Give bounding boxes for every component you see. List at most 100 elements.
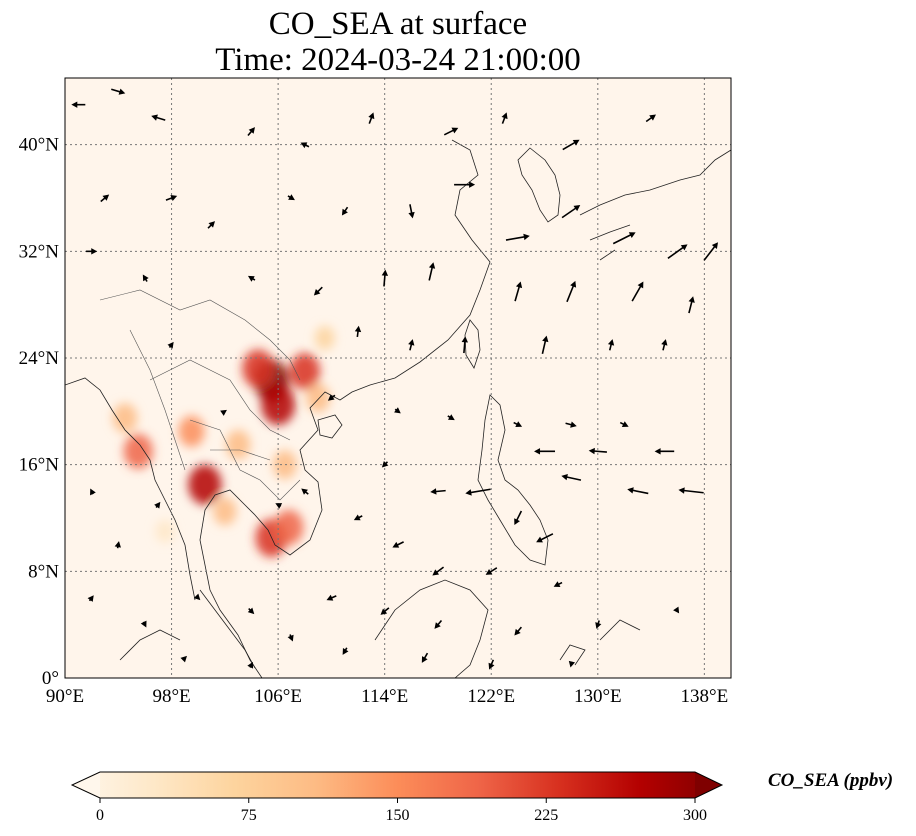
latitude-tick-labels: 0° 8°N 16°N 24°N 32°N 40°N bbox=[19, 135, 60, 689]
wind-arrow bbox=[142, 274, 149, 282]
wind-arrow bbox=[565, 421, 577, 428]
colorbar-ticks: 0 75 150 225 300 bbox=[96, 798, 707, 824]
colorbar-tick-label: 225 bbox=[534, 807, 558, 824]
coastlines bbox=[65, 139, 731, 678]
lat-tick-label: 0° bbox=[42, 668, 59, 689]
co-hotspot-14 bbox=[314, 326, 335, 350]
coastline-korea bbox=[517, 147, 561, 223]
co-hotspot-11 bbox=[272, 450, 297, 480]
lat-tick-label: 24°N bbox=[19, 348, 60, 369]
wind-arrow bbox=[561, 474, 582, 481]
wind-arrow bbox=[381, 460, 389, 468]
lon-tick-label: 98°E bbox=[152, 686, 190, 707]
wind-arrow bbox=[71, 101, 86, 108]
wind-arrow bbox=[505, 233, 530, 241]
wind-arrow bbox=[354, 325, 362, 338]
wind-arrow bbox=[342, 647, 349, 655]
map-frame bbox=[64, 77, 732, 679]
wind-arrow bbox=[447, 414, 455, 421]
wind-arrow bbox=[165, 195, 178, 202]
wind-arrow bbox=[667, 244, 688, 259]
wind-arrow bbox=[588, 447, 607, 455]
wind-arrow bbox=[90, 488, 96, 496]
coastline-sulawesi bbox=[559, 619, 641, 666]
lon-tick-label: 114°E bbox=[361, 686, 408, 707]
co-hotspot-15 bbox=[155, 519, 175, 543]
wind-arrow bbox=[275, 503, 283, 509]
map-background bbox=[65, 78, 731, 678]
wind-arrow bbox=[430, 488, 446, 495]
colorbar-min-extend bbox=[72, 772, 100, 798]
co-hotspot-2 bbox=[289, 352, 321, 390]
coastline-taiwan bbox=[464, 319, 481, 369]
lat-tick-label: 8°N bbox=[28, 561, 59, 582]
wind-arrow bbox=[392, 541, 404, 548]
lon-tick-label: 122°E bbox=[467, 686, 515, 707]
wind-arrow bbox=[300, 142, 310, 149]
wind-arrow bbox=[247, 127, 255, 137]
wind-arrow bbox=[561, 205, 581, 219]
wind-arrow bbox=[408, 204, 415, 219]
wind-arrow bbox=[607, 339, 615, 351]
co-hotspot-7 bbox=[123, 433, 153, 469]
wind-arrow bbox=[488, 659, 495, 670]
wind-arrow bbox=[432, 566, 445, 576]
lat-tick-label: 40°N bbox=[19, 135, 60, 156]
co-hotspot-9 bbox=[178, 415, 205, 447]
wind-arrow bbox=[381, 269, 389, 287]
coastline-mainland bbox=[199, 139, 491, 678]
wind-arrow bbox=[408, 339, 415, 351]
wind-arrow bbox=[220, 409, 227, 416]
wind-arrow bbox=[465, 488, 491, 496]
wind-arrow bbox=[180, 655, 187, 663]
lat-tick-label: 32°N bbox=[19, 241, 60, 262]
wind-arrow bbox=[534, 448, 556, 455]
wind-arrow bbox=[353, 514, 363, 521]
coastline-japan bbox=[579, 149, 731, 261]
lon-tick-label: 138°E bbox=[681, 686, 729, 707]
wind-arrow bbox=[513, 421, 523, 427]
wind-arrow bbox=[661, 339, 668, 351]
wind-arrow bbox=[380, 607, 390, 615]
wind-arrow bbox=[688, 296, 695, 314]
wind-arrow bbox=[454, 181, 476, 188]
colorbar-tick-label: 300 bbox=[683, 807, 707, 824]
wind-arrow bbox=[443, 127, 459, 136]
wind-arrow bbox=[326, 594, 337, 601]
wind-arrow bbox=[287, 194, 295, 201]
wind-arrow bbox=[562, 139, 580, 151]
wind-arrow bbox=[327, 394, 336, 401]
longitude-tick-labels: 90°E 98°E 106°E 114°E 122°E 130°E 138°E bbox=[46, 686, 728, 707]
wind-arrow bbox=[612, 232, 636, 245]
figure-title-line2: Time: 2024-03-24 21:00:00 bbox=[215, 42, 581, 78]
wind-arrow bbox=[514, 510, 523, 525]
wind-arrow bbox=[428, 262, 436, 281]
wind-arrow bbox=[514, 626, 522, 636]
wind-arrow bbox=[287, 634, 294, 642]
wind-arrow bbox=[566, 280, 577, 303]
wind-arrow bbox=[485, 567, 498, 575]
wind-arrow bbox=[140, 620, 147, 628]
wind-arrow bbox=[86, 248, 98, 255]
wind-arrow bbox=[313, 286, 323, 296]
wind-arrow bbox=[703, 242, 719, 261]
wind-arrow bbox=[87, 595, 94, 602]
wind-arrow bbox=[514, 281, 523, 302]
wind-arrow bbox=[154, 501, 161, 509]
wind-arrow bbox=[434, 619, 443, 629]
wind-arrow bbox=[111, 88, 126, 95]
wind-arrow bbox=[645, 114, 656, 123]
coastline-borneo bbox=[374, 579, 489, 678]
co-hotspot-1 bbox=[242, 349, 275, 388]
wind-arrow bbox=[167, 341, 174, 349]
wind-arrow bbox=[541, 335, 549, 354]
wind-arrow bbox=[595, 620, 602, 629]
wind-arrow bbox=[568, 660, 576, 668]
wind-arrow bbox=[619, 421, 629, 427]
wind-arrow bbox=[536, 533, 554, 543]
wind-arrow bbox=[100, 194, 110, 203]
wind-arrow bbox=[341, 206, 349, 216]
wind-arrow bbox=[501, 112, 508, 124]
co-hotspot-8 bbox=[112, 403, 138, 433]
map-gridlines bbox=[65, 78, 731, 678]
